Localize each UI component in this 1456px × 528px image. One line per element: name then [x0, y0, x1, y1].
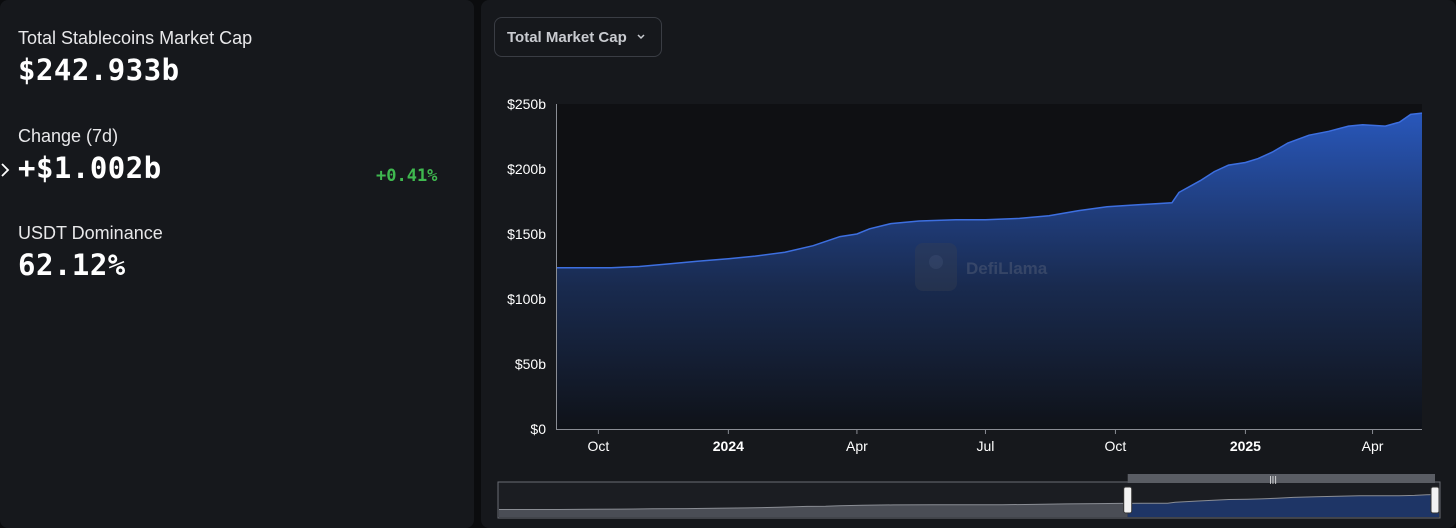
y-tick-label: $50b [515, 356, 546, 372]
dominance-value: 62.12% [18, 248, 126, 282]
metric-dropdown-label: Total Market Cap [507, 28, 627, 46]
range-navigator[interactable]: ||| [497, 474, 1441, 519]
market-cap-value: $242.933b [18, 53, 180, 87]
x-tick-label: 2024 [713, 438, 744, 454]
defillama-watermark: DefiLlama [915, 243, 1048, 291]
y-tick-label: $100b [507, 291, 546, 307]
market-cap-label: Total Stablecoins Market Cap [18, 28, 253, 48]
market-cap-area [556, 113, 1422, 429]
change-stat[interactable]: Change (7d) +$1.002b [18, 126, 162, 185]
navigator-handle-right[interactable] [1430, 486, 1440, 514]
y-tick-label: $0 [530, 421, 546, 437]
x-tick-label: Oct [587, 438, 609, 454]
chevron-right-icon[interactable] [0, 159, 12, 181]
x-tick-label: Oct [1105, 438, 1127, 454]
market-cap-line [556, 112, 1423, 269]
x-tick-label: 2025 [1230, 438, 1261, 454]
chevron-down-icon [637, 34, 645, 40]
metric-dropdown[interactable]: Total Market Cap [494, 17, 662, 57]
x-tick-label: Jul [977, 438, 995, 454]
y-tick-label: $250b [507, 96, 546, 112]
y-tick-label: $200b [507, 161, 546, 177]
y-tick-label: $150b [507, 226, 546, 242]
stats-panel [0, 0, 474, 528]
navigator-handle-left[interactable] [1123, 486, 1133, 514]
change-percent: +0.41% [376, 166, 438, 186]
navigator-grip-icon: ||| [1269, 475, 1277, 484]
navigator-area-outside [499, 503, 1128, 517]
navigator-line [499, 494, 1440, 510]
change-label: Change (7d) [18, 126, 119, 146]
watermark-logo-icon [915, 243, 957, 291]
market-cap-stat: Total Stablecoins Market Cap $242.933b [18, 28, 252, 87]
navigator-area-selected [1127, 494, 1439, 517]
x-tick-label: Apr [1362, 438, 1384, 454]
change-value: +$1.002b [18, 151, 162, 185]
x-tick-label: Apr [846, 438, 868, 454]
dominance-stat: USDT Dominance 62.12% [18, 223, 163, 282]
dominance-label: USDT Dominance [18, 223, 163, 243]
navigator-drag-bar[interactable] [1127, 474, 1435, 483]
watermark-text: DefiLlama [966, 259, 1048, 278]
